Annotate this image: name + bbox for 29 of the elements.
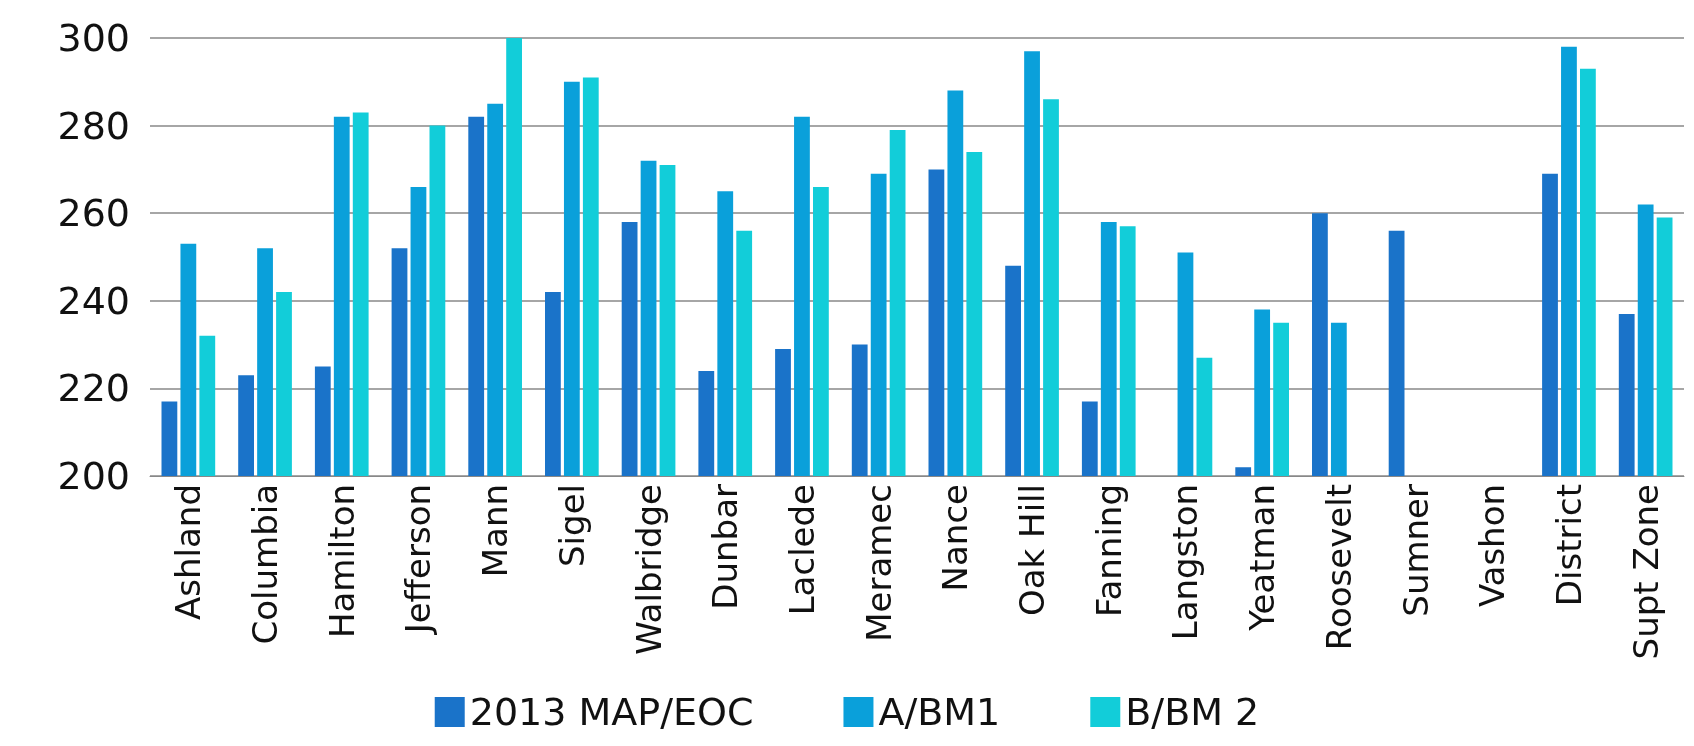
x-tick-label: Meramec (858, 484, 899, 642)
x-tick-label: Oak Hill (1012, 484, 1053, 616)
x-tick-label: Langston (1165, 484, 1206, 641)
x-tick-label: Ashland (168, 484, 209, 620)
x-tick-label: Dunbar (705, 483, 746, 610)
x-tick-label: Fanning (1088, 484, 1129, 617)
x-tick-label: Supt Zone (1625, 484, 1666, 660)
y-tick-label: 280 (57, 103, 130, 148)
legend-label: B/BM 2 (1125, 690, 1260, 734)
x-tick-label: Roosevelt (1318, 484, 1359, 651)
x-tick-label: District (1548, 484, 1589, 607)
x-tick-label: Hamilton (321, 484, 362, 639)
y-tick-label: 300 (57, 16, 130, 60)
legend-label: 2013 MAP/EOC (469, 690, 754, 734)
y-tick-label: 220 (57, 366, 130, 411)
x-tick-label: Walbridge (628, 484, 669, 655)
x-tick-label: Jefferson (398, 484, 439, 636)
y-tick-label: 200 (57, 454, 130, 498)
x-tick-label: Mann (475, 484, 516, 578)
y-tick-label: 260 (57, 191, 130, 236)
x-tick-label: Laclede (781, 484, 822, 616)
x-tick-label: Nance (935, 484, 976, 592)
x-tick-label: Vashon (1472, 484, 1513, 608)
x-tick-label: Sigel (551, 484, 592, 567)
legend-label: A/BM1 (878, 690, 1001, 734)
x-tick-label: Yeatman (1242, 484, 1283, 632)
x-tick-label: Columbia (245, 484, 286, 645)
x-tick-label: Sumner (1395, 483, 1436, 617)
y-tick-label: 240 (57, 278, 130, 323)
